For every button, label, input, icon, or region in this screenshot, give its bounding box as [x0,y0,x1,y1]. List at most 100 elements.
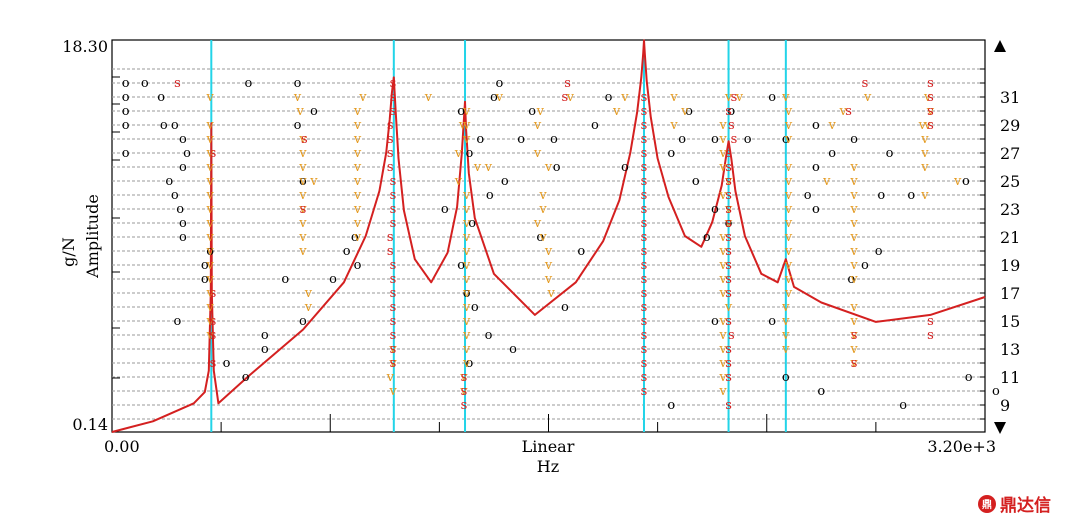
stability-marker-v: v [953,174,962,189]
stability-marker-v: v [206,258,215,273]
logo-seal-icon: 鼎 [978,494,996,513]
stability-marker-v: v [849,202,858,217]
stability-marker-v: v [206,300,215,315]
stability-marker-o: o [294,76,302,91]
stability-marker-o: o [768,314,776,329]
stability-marker-o: o [157,90,165,105]
stability-marker-v: v [298,202,307,217]
stability-marker-s: s [210,286,217,301]
stability-marker-s: s [390,174,397,189]
stability-marker-o: o [847,272,855,287]
stability-marker-o: o [485,328,493,343]
stability-marker-o: o [725,216,733,231]
stability-marker-s: s [725,356,732,371]
stability-marker-v: v [533,146,542,161]
stability-marker-v: v [849,160,858,175]
right-axis-label: 27 [1000,144,1020,163]
stability-marker-v: v [784,132,793,147]
stability-marker-v: v [926,104,935,119]
stability-marker-o: o [509,342,517,357]
stability-marker-v: v [386,370,395,385]
stability-marker-s: s [725,160,732,175]
stability-marker-o: o [861,258,869,273]
stability-marker-v: v [495,90,504,105]
right-axis-label: 11 [1000,368,1020,387]
stability-marker-v: v [849,174,858,189]
stability-marker-s: s [562,90,569,105]
stability-marker-v: v [353,216,362,231]
stability-marker-s: s [862,76,869,91]
stability-marker-o: o [591,118,599,133]
stability-marker-s: s [390,258,397,273]
stability-marker-o: o [206,244,214,259]
stability-marker-o: o [711,202,719,217]
stability-marker-v: v [454,146,463,161]
stability-marker-s: s [641,244,648,259]
stability-marker-s: s [564,76,571,91]
stability-marker-o: o [465,146,473,161]
stability-marker-s: s [725,370,732,385]
stability-marker-v: v [353,202,362,217]
stability-marker-s: s [641,328,648,343]
stability-marker-o: o [877,188,885,203]
stability-marker-s: s [387,118,394,133]
stability-marker-o: o [179,132,187,147]
stability-marker-v: v [388,384,397,399]
frf-curve-line [111,39,986,433]
stability-marker-v: v [353,160,362,175]
stability-marker-o: o [495,76,503,91]
stability-marker-s: s [641,370,648,385]
stability-marker-o: o [703,230,711,245]
stability-marker-o: o [744,132,752,147]
stability-marker-s: s [387,160,394,175]
stability-marker-v: v [462,104,471,119]
stability-marker-v: v [459,370,468,385]
stability-marker-s: s [390,272,397,287]
stability-marker-v: v [206,202,215,217]
stability-marker-o: o [812,118,820,133]
stability-marker-v: v [353,118,362,133]
stability-marker-v: v [547,286,556,301]
stability-marker-s: s [210,314,217,329]
stability-marker-s: s [390,104,397,119]
stability-marker-v: v [784,174,793,189]
stability-marker-v: v [462,314,471,329]
stability-marker-o: o [122,76,130,91]
stability-marker-o: o [782,132,790,147]
stability-marker-v: v [462,216,471,231]
stability-marker-s: s [210,356,217,371]
stability-marker-v: v [718,314,727,329]
stability-marker-s: s [641,188,648,203]
stability-marker-o: o [768,90,776,105]
stability-marker-o: o [165,174,173,189]
right-axis-label: 23 [1000,200,1020,219]
stability-marker-s: s [725,230,732,245]
stability-marker-s: s [641,356,648,371]
stability-marker-v: v [718,356,727,371]
stability-marker-v: v [544,160,553,175]
stability-marker-s: s [725,398,732,413]
stability-marker-o: o [850,132,858,147]
stability-marker-o: o [621,160,629,175]
stability-marker-s: s [461,370,468,385]
stability-marker-v: v [849,188,858,203]
stability-marker-v: v [849,342,858,357]
stability-marker-o: o [261,328,269,343]
stability-marker-v: v [533,118,542,133]
stability-marker-v: v [718,188,727,203]
stability-marker-s: s [641,216,648,231]
stability-marker-v: v [206,244,215,259]
y-max-label: 18.30 [62,37,108,56]
stability-marker-v: v [669,118,678,133]
stability-marker-s: s [461,398,468,413]
stability-marker-o: o [122,90,130,105]
stability-marker-v: v [298,160,307,175]
stability-marker-v: v [353,230,362,245]
stability-marker-v: v [849,258,858,273]
stability-marker-v: v [784,286,793,301]
stability-marker-o: o [465,356,473,371]
stability-marker-v: v [669,90,678,105]
stability-marker-o: o [992,384,1000,399]
stability-marker-v: v [920,188,929,203]
stability-marker-s: s [387,132,394,147]
